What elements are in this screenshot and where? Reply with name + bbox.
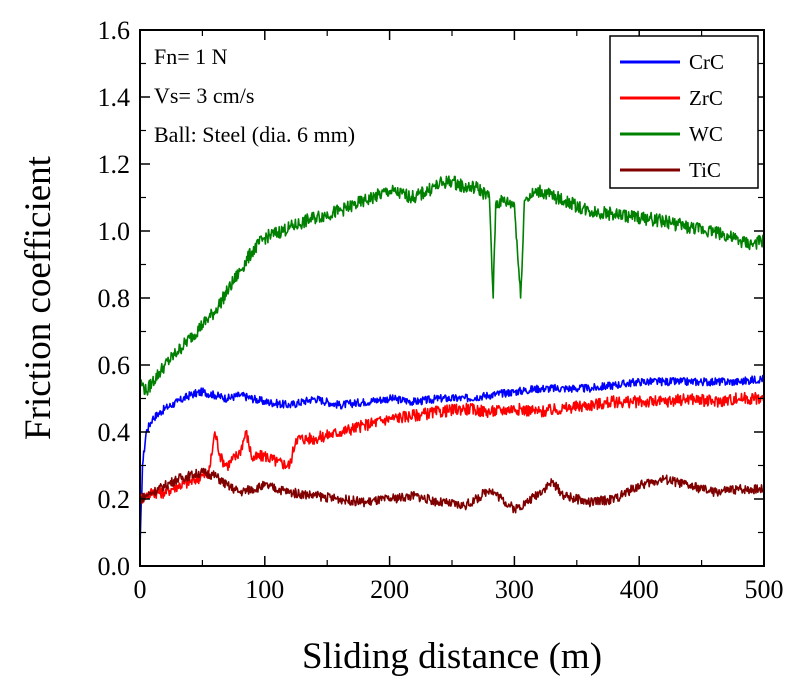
- annotation-ball: Ball: Steel (dia. 6 mm): [154, 122, 355, 147]
- axis-tick-labels: 0.0 0.2 0.4 0.6 0.8 1.0 1.2 1.4 1.6 0 100 200 300 400…: [98, 16, 784, 604]
- x-tick-label: 200: [370, 575, 409, 604]
- annotation-load: Fn= 1 N: [154, 44, 228, 69]
- x-tick-label: 0: [134, 575, 147, 604]
- legend: CrC ZrC WC TiC: [609, 35, 759, 189]
- x-tick-label: 300: [495, 575, 534, 604]
- x-tick-label: 400: [620, 575, 659, 604]
- y-tick-label: 0.6: [98, 351, 131, 380]
- y-tick-label: 1.0: [98, 217, 131, 246]
- y-axis-title: Friction coefficient: [18, 155, 59, 440]
- series-line-wc: [139, 175, 765, 396]
- y-tick-label: 0.4: [98, 418, 131, 447]
- x-tick-label: 100: [245, 575, 284, 604]
- y-tick-label: 0.0: [98, 552, 131, 581]
- annotation-speed: Vs= 3 cm/s: [154, 83, 254, 108]
- x-tick-label: 500: [745, 575, 784, 604]
- y-tick-label: 1.2: [98, 150, 131, 179]
- y-tick-label: 1.6: [98, 16, 131, 45]
- legend-label-wc: WC: [689, 122, 723, 146]
- x-axis-title: Sliding distance (m): [302, 636, 602, 677]
- plot-series: [139, 175, 765, 550]
- axis-ticks: [139, 29, 765, 567]
- series-line-crc: [139, 374, 765, 550]
- legend-box: [609, 35, 759, 189]
- y-tick-label: 0.2: [98, 485, 131, 514]
- legend-label-zrc: ZrC: [689, 86, 723, 110]
- test-conditions: Fn= 1 N Vs= 3 cm/s Ball: Steel (dia. 6 m…: [154, 44, 355, 147]
- series-line-zrc: [139, 391, 765, 505]
- y-tick-label: 1.4: [98, 83, 131, 112]
- series-line-tic: [139, 467, 765, 514]
- y-tick-label: 0.8: [98, 284, 131, 313]
- legend-label-crc: CrC: [689, 50, 724, 74]
- legend-label-tic: TiC: [689, 158, 721, 182]
